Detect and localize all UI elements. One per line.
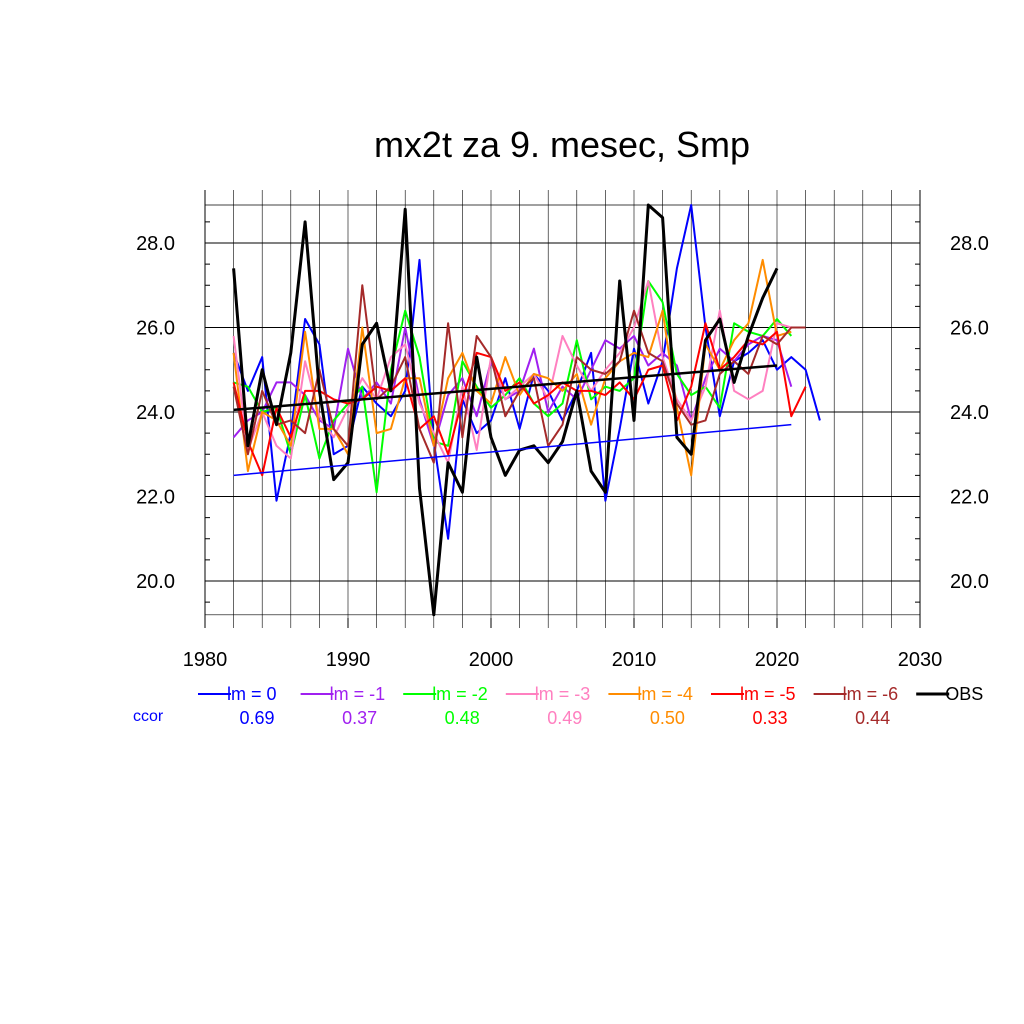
legend-label-5: lm = -5 bbox=[740, 684, 796, 704]
y-tick-label-left: 20.0 bbox=[136, 571, 175, 593]
legend-label-1: lm = -1 bbox=[330, 684, 386, 704]
x-tick-label: 2010 bbox=[612, 649, 657, 671]
y-tick-label-left: 24.0 bbox=[136, 402, 175, 424]
x-tick-label: 2000 bbox=[469, 649, 514, 671]
trend-line-0 bbox=[233, 423, 792, 477]
ccor-value-1: 0.37 bbox=[342, 708, 377, 728]
y-tick-label-right: 28.0 bbox=[950, 233, 989, 255]
legend-label-7: OBS bbox=[945, 684, 983, 704]
series-line-7 bbox=[232, 203, 779, 617]
y-tick-label-right: 20.0 bbox=[950, 571, 989, 593]
y-tick-label-left: 26.0 bbox=[136, 318, 175, 340]
series-line-6 bbox=[232, 284, 806, 464]
y-tick-label-right: 24.0 bbox=[950, 402, 989, 424]
plot-frame bbox=[204, 190, 921, 628]
x-tick-label: 1990 bbox=[326, 649, 371, 671]
legend-label-2: lm = -2 bbox=[432, 684, 488, 704]
ccor-label: ccor bbox=[133, 708, 164, 725]
axis-ticks: 1980 1990 2000 2010 2020 2030 20.0 20.0 22.0 22.0… bbox=[136, 221, 989, 671]
y-tick-label-right: 22.0 bbox=[950, 487, 989, 509]
y-tick-label-left: 22.0 bbox=[136, 487, 175, 509]
ccor-value-2: 0.48 bbox=[445, 708, 480, 728]
series-line-0 bbox=[232, 203, 821, 540]
trend-line-7 bbox=[233, 364, 778, 412]
legend-label-3: lm = -3 bbox=[535, 684, 591, 704]
ccor-value-0: 0.69 bbox=[239, 708, 274, 728]
ccor-value-4: 0.50 bbox=[650, 708, 685, 728]
legend-label-0: lm = 0 bbox=[227, 684, 277, 704]
series-group bbox=[232, 203, 821, 617]
chart-title: mx2t za 9. mesec, Smp bbox=[374, 124, 750, 165]
y-tick-label-left: 28.0 bbox=[136, 233, 175, 255]
legend-label-4: lm = -4 bbox=[637, 684, 693, 704]
ccor-value-5: 0.33 bbox=[752, 708, 787, 728]
legend-label-6: lm = -6 bbox=[843, 684, 899, 704]
legend: lm = 0 0.69 lm = -1 0.37 lm = -2 0.48 lm = -3 0… bbox=[198, 684, 983, 728]
y-tick-label-right: 26.0 bbox=[950, 318, 989, 340]
x-tick-label: 1980 bbox=[183, 649, 228, 671]
ccor-value-6: 0.44 bbox=[855, 708, 890, 728]
x-tick-label: 2020 bbox=[755, 649, 800, 671]
x-tick-label: 2030 bbox=[898, 649, 943, 671]
series-line-5 bbox=[232, 322, 807, 477]
ccor-value-3: 0.49 bbox=[547, 708, 582, 728]
